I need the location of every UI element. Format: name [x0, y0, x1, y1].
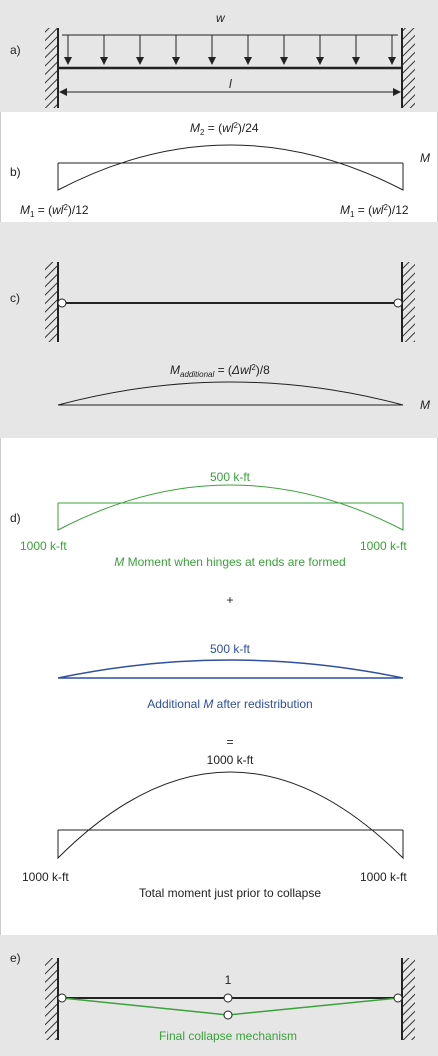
- plus: +: [226, 593, 233, 607]
- hinge: [393, 298, 403, 308]
- hinge: [223, 1010, 233, 1020]
- panel-tag: e): [10, 951, 21, 965]
- hinge-label: 1: [225, 973, 232, 987]
- load-arrows: [64, 35, 396, 65]
- hinge: [57, 993, 67, 1003]
- hinge: [223, 993, 233, 1003]
- panel-tag: a): [10, 43, 21, 57]
- wall: [45, 28, 59, 108]
- mid-label: M2 = (wl2)/24: [190, 121, 259, 137]
- hinge: [393, 993, 403, 1003]
- panel-tag: c): [10, 291, 20, 305]
- caption: M Moment when hinges at ends are formed: [114, 555, 345, 569]
- moment-curve: [57, 484, 404, 531]
- caption: Additional M after redistribution: [147, 697, 312, 711]
- band-e: [0, 935, 438, 1056]
- mid-label: 500 k-ft: [210, 470, 251, 484]
- right-label: 1000 k-ft: [360, 870, 407, 884]
- moment-curve: [57, 381, 404, 406]
- caption: Total moment just prior to collapse: [139, 886, 321, 900]
- panel-tag: d): [10, 511, 21, 525]
- panel-tag: b): [10, 165, 21, 179]
- wall: [45, 262, 59, 342]
- mid-label: 500 k-ft: [210, 642, 251, 656]
- equals: =: [226, 735, 233, 749]
- band-c: [0, 222, 438, 438]
- mid-label: 1000 k-ft: [207, 753, 254, 767]
- span-label: l: [229, 77, 232, 91]
- right-label: 1000 k-ft: [360, 539, 407, 553]
- wall: [401, 958, 415, 1040]
- axis-label: M: [420, 398, 430, 412]
- left-label: 1000 k-ft: [20, 539, 67, 553]
- hinge: [57, 298, 67, 308]
- right-label: M1 = (wl2)/12: [340, 203, 409, 219]
- caption: Final collapse mechanism: [159, 1029, 297, 1043]
- load-label: w: [216, 11, 226, 25]
- moment-curve: [57, 144, 404, 191]
- mid-label: Madditional = (Δwl2)/8: [170, 363, 270, 379]
- wall: [401, 28, 415, 108]
- wall: [401, 262, 415, 342]
- moment-curve: [57, 659, 404, 679]
- left-label: M1 = (wl2)/12: [20, 203, 89, 219]
- axis-label: M: [420, 151, 430, 165]
- moment-curve: [57, 771, 404, 860]
- left-label: 1000 k-ft: [22, 870, 69, 884]
- wall: [45, 958, 59, 1040]
